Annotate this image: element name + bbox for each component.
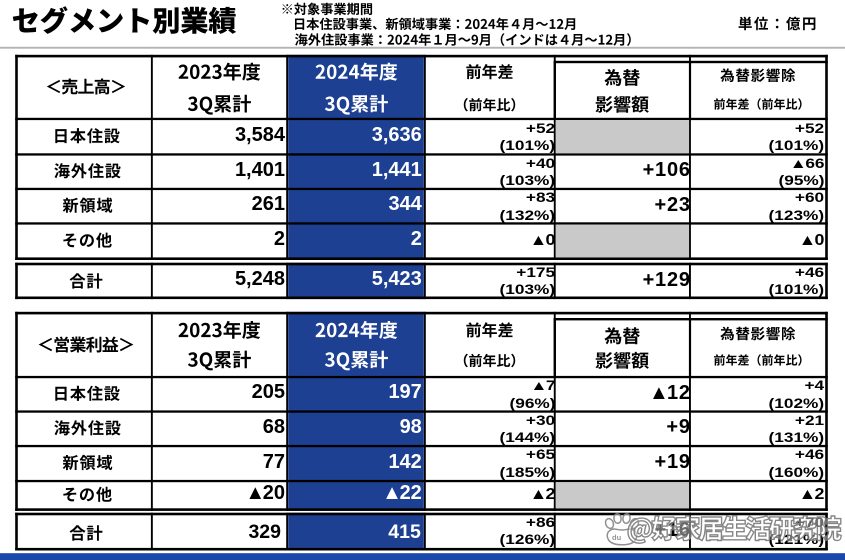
svg-text:du: du	[612, 533, 622, 542]
